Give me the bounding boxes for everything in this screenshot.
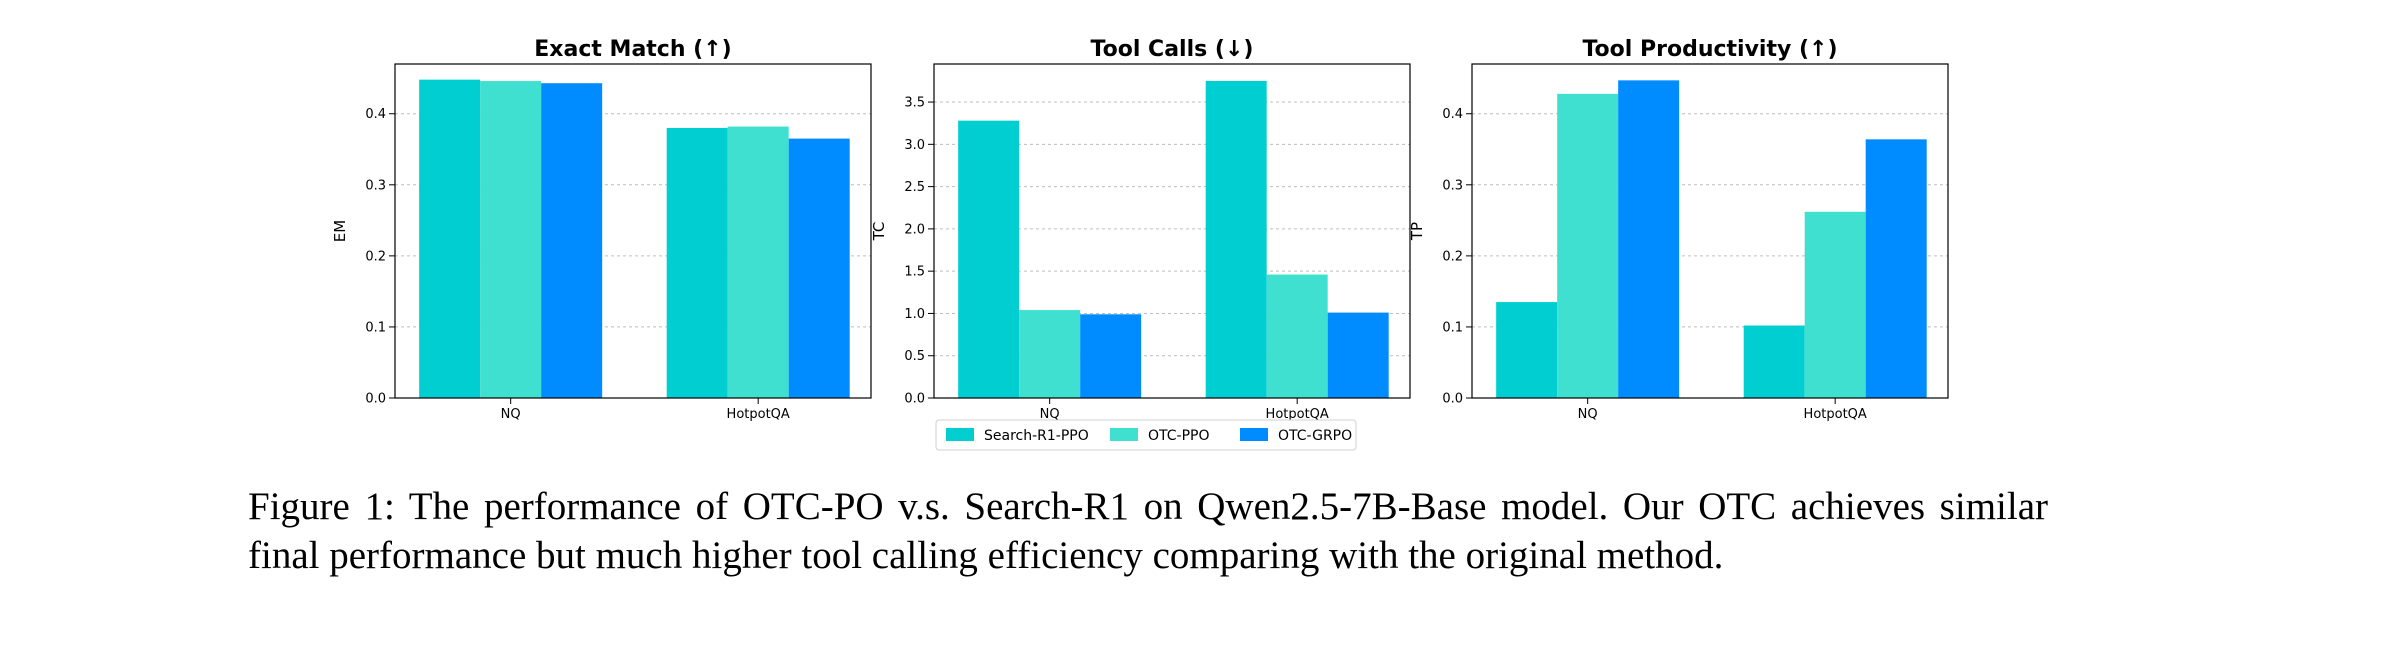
- y-tick-label: 1.0: [904, 307, 925, 322]
- y-tick-label: 3.0: [904, 138, 925, 153]
- figure: 0.0 0.1 0.2 0.3 0.4 NQ HotpotQA Exact Match (↑)…: [331, 37, 1949, 451]
- y-tick-label: 0.3: [1442, 178, 1463, 193]
- y-tick-label: 2.0: [904, 222, 925, 237]
- bar-otc-ppo-nq: [480, 81, 542, 398]
- y-tick-label: 3.5: [904, 96, 925, 111]
- bar-otc-ppo-nq: [1557, 93, 1619, 399]
- x-tick-label: NQ: [1040, 407, 1060, 422]
- y-axis-label: TC: [870, 222, 888, 242]
- y-tick-label: 0.4: [1442, 107, 1463, 122]
- figure-caption: Figure 1: The performance of OTC-PO v.s.…: [248, 485, 2048, 577]
- y-tick-label: 0.1: [1442, 320, 1463, 335]
- x-tick-label: HotpotQA: [727, 407, 790, 422]
- y-tick-label: 0.5: [904, 349, 925, 364]
- x-tick-label: HotpotQA: [1266, 407, 1329, 422]
- y-tick-label: 0.0: [904, 392, 925, 407]
- bar-otc-grpo-hotpotqa: [1865, 139, 1927, 399]
- bar-otc-ppo-nq: [1019, 310, 1081, 398]
- y-tick-label: 0.0: [365, 392, 386, 407]
- x-tick-label: HotpotQA: [1804, 407, 1867, 422]
- x-tick-label: NQ: [1578, 407, 1598, 422]
- y-axis-label: EM: [331, 220, 349, 242]
- legend: Search-R1-PPO OTC-PPO OTC-GRPO: [935, 419, 1357, 451]
- bar-search-r1-ppo-hotpotqa: [1205, 80, 1267, 399]
- y-tick-label: 0.1: [365, 320, 386, 335]
- legend-label: Search-R1-PPO: [984, 428, 1089, 444]
- legend-label: OTC-GRPO: [1278, 428, 1352, 444]
- y-tick-label: 0.0: [1442, 392, 1463, 407]
- legend-label: OTC-PPO: [1148, 428, 1209, 444]
- y-tick-label: 1.5: [904, 265, 925, 280]
- bar-search-r1-ppo-nq: [958, 120, 1020, 398]
- bar-search-r1-ppo-nq: [419, 79, 481, 399]
- y-tick-label: 0.4: [365, 107, 386, 122]
- bar-otc-grpo-nq: [1618, 80, 1680, 399]
- bar-otc-grpo-nq: [541, 83, 603, 399]
- bar-otc-ppo-hotpotqa: [727, 126, 789, 399]
- y-tick-label: 0.3: [365, 178, 386, 193]
- legend-swatch: [1240, 428, 1268, 441]
- chart-title: Exact Match (↑): [534, 37, 731, 62]
- bar-otc-grpo-hotpotqa: [788, 138, 850, 399]
- bar-otc-grpo-hotpotqa: [1327, 312, 1389, 398]
- legend-swatch: [1110, 428, 1138, 441]
- bar-otc-ppo-hotpotqa: [1266, 274, 1328, 398]
- bar-otc-grpo-nq: [1080, 314, 1142, 398]
- plot-frame: [933, 63, 1411, 399]
- bar-search-r1-ppo-hotpotqa: [1743, 325, 1805, 398]
- legend-frame: [935, 419, 1357, 451]
- chart-title: Tool Calls (↓): [1091, 37, 1254, 62]
- y-tick-label: 2.5: [904, 180, 925, 195]
- plot-frame: [1471, 63, 1949, 399]
- y-tick-label: 0.2: [1442, 249, 1463, 264]
- chart-exact-match: 0.0 0.1 0.2 0.3 0.4 NQ HotpotQA Exact Match (↑)…: [331, 37, 872, 422]
- plot-frame: [394, 63, 872, 399]
- chart-title: Tool Productivity (↑): [1582, 37, 1837, 62]
- x-tick-label: NQ: [501, 407, 521, 422]
- y-axis-label: TP: [1408, 222, 1426, 241]
- y-tick-label: 0.2: [365, 249, 386, 264]
- bar-otc-ppo-hotpotqa: [1804, 211, 1866, 398]
- chart-tool-productivity: 0.0 0.1 0.2 0.3 0.4 NQ HotpotQA Tool Productivi…: [1408, 37, 1949, 422]
- bar-search-r1-ppo-hotpotqa: [666, 127, 728, 398]
- chart-tool-calls: 0.0 0.5 1.0 1.5 2.0 2.5 3.0 3.5 NQ HotpotQA Tool C…: [870, 37, 1411, 422]
- legend-swatch: [946, 428, 974, 441]
- bar-search-r1-ppo-nq: [1496, 302, 1558, 398]
